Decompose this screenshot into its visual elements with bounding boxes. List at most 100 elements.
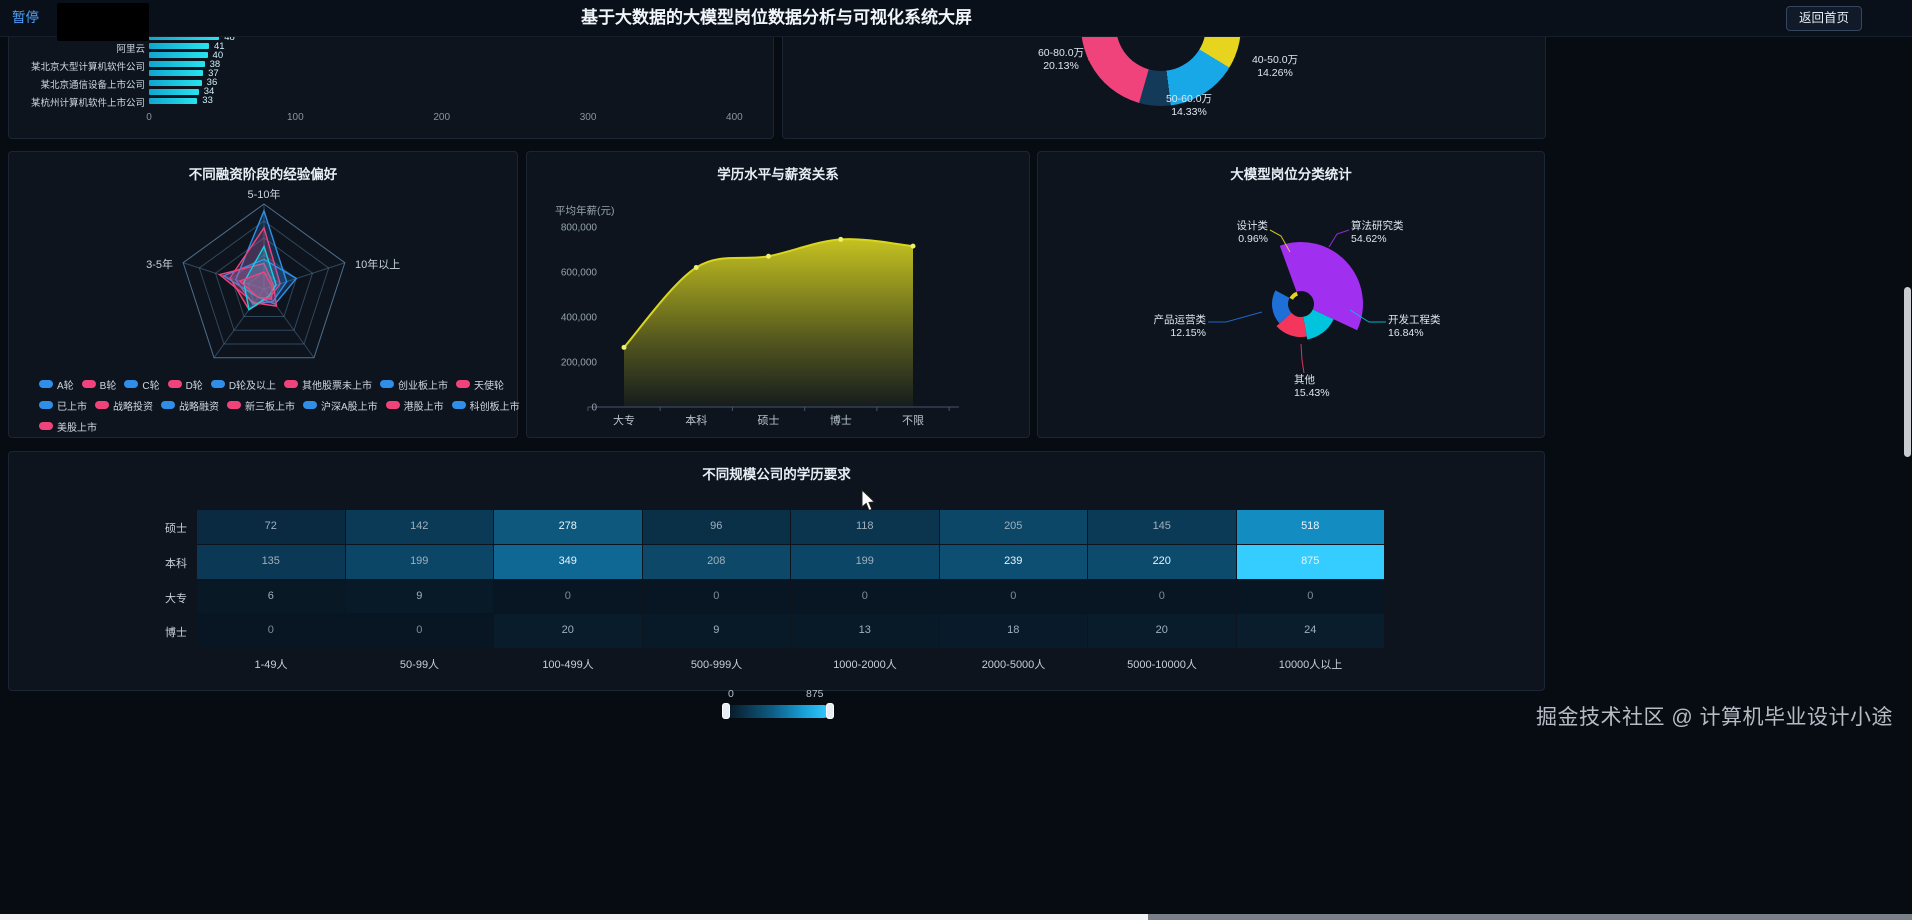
page-title: 基于大数据的大模型岗位数据分析与可视化系统大屏 [581, 8, 972, 27]
data-point [766, 253, 771, 259]
visual-map-slider: 0 875 [718, 688, 848, 730]
radar-series-shape [238, 271, 273, 301]
header-bar: 基于大数据的大模型岗位数据分析与可视化系统大屏 暂停 返回首页 [0, 0, 1912, 37]
heatmap-cell: 118 [791, 510, 939, 544]
legend-marker-icon [161, 401, 175, 409]
x-axis-category-label: 不限 [902, 414, 924, 427]
legend-item-label: B轮 [99, 380, 117, 392]
legend-marker-icon [284, 380, 299, 388]
row-label: 本科 [165, 557, 187, 570]
legend-item-label: D轮 [185, 380, 203, 392]
financing-radar-panel: 不同融资阶段的经验偏好 5-10年 10年以上 3-5年 A轮 B轮 C轮 D轮 D轮及以上 其… [8, 151, 520, 438]
radar-axis-line [263, 262, 345, 290]
legend-item[interactable]: 已上市 [39, 399, 87, 413]
visual-map-handle-right[interactable] [826, 703, 834, 719]
label-line [1300, 343, 1305, 374]
rose-slice [1289, 291, 1298, 300]
x-axis-tick-label: 400 [726, 112, 743, 123]
panel-title: 不同规模公司的学历要求 [702, 467, 851, 482]
radar-grid-ring [214, 237, 314, 331]
row-label: 大专 [165, 592, 187, 605]
radar-axis-line [213, 288, 265, 359]
legend-item-label: 科创板上市 [469, 401, 520, 413]
heatmap-cell: 0 [345, 614, 493, 648]
row-label: 博士 [165, 627, 187, 640]
legend-item[interactable]: 其他股票未上市 [284, 378, 372, 392]
legend-item-label: 战略投资 [113, 401, 153, 413]
mouse-cursor [861, 489, 876, 512]
heatmap-cell: 6 [197, 579, 345, 614]
salary-education-line-chart: 0 200,000 400,000 600,000 800,000 大专 本科 硕士 博士 不限 平… [555, 204, 959, 427]
pie-slice-label: 其他 15.43% [1294, 374, 1330, 399]
y-axis-tick-label: 200,000 [561, 358, 598, 369]
y-axis-name: 平均年薪(元) [555, 204, 615, 217]
heatmap-cell: 18 [939, 614, 1087, 648]
legend-item-label: A轮 [57, 380, 74, 392]
legend-item[interactable]: 战略投资 [95, 399, 153, 413]
vertical-scrollbar-thumb[interactable] [1904, 287, 1911, 457]
label-line [1208, 311, 1263, 323]
legend-item[interactable]: C轮 [124, 378, 160, 392]
donut-label-lines [1087, 48, 1234, 93]
visual-map-min-label: 0 [728, 688, 734, 700]
legend-item[interactable]: 美股上市 [39, 420, 97, 434]
label-line [1170, 76, 1182, 93]
legend-marker-icon [303, 401, 317, 409]
legend-item[interactable]: A轮 [39, 378, 74, 392]
visual-map-handle-left[interactable] [722, 703, 730, 719]
job-category-rose-chart [1208, 229, 1386, 374]
legend-marker-icon [380, 380, 395, 388]
column-label: 500-999人 [690, 659, 743, 671]
area-fill [624, 239, 913, 407]
label-line [1349, 309, 1386, 323]
education-salary-line-panel: 学历水平与薪资关系 0 200,000 400,000 600,000 800,000 大… [526, 151, 1030, 438]
legend-marker-icon [39, 380, 53, 388]
legend-item-label: 美股上市 [57, 422, 97, 434]
horizontal-scrollbar-track[interactable] [0, 914, 1912, 920]
legend-item[interactable]: 天使轮 [456, 378, 504, 392]
bar-value-label: 48 [224, 31, 235, 43]
heatmap-cell: 0 [791, 579, 939, 614]
legend-item[interactable]: 港股上市 [385, 399, 444, 413]
radar-axis-label: 5-10年 [247, 187, 280, 201]
visual-map-max-label: 875 [806, 688, 824, 700]
bar [149, 34, 220, 40]
heatmap-cell: 278 [494, 510, 642, 544]
pause-link[interactable]: 暂停 [12, 10, 39, 25]
heatmap-cell: 135 [197, 544, 345, 579]
legend-item[interactable]: 科创板上市 [451, 399, 520, 413]
x-axis-category-label: 大专 [613, 413, 635, 427]
heatmap-cell: 0 [1236, 579, 1384, 614]
legend-item-label: 新三板上市 [245, 401, 295, 413]
visual-map-gradient-bar[interactable] [726, 705, 830, 718]
legend-item[interactable]: D轮及以上 [210, 378, 276, 392]
radar-axis-label: 3-5年 [146, 257, 173, 271]
bar-value-label: 37 [208, 67, 219, 79]
radar-grid-ring [182, 203, 346, 359]
radar-grid-ring [198, 220, 330, 345]
legend-item[interactable]: 创业板上市 [380, 378, 448, 392]
legend-marker-icon [385, 401, 400, 409]
bar-category-label: 某北京通信设备上市公司 [40, 80, 145, 91]
watermark: 掘金技术社区 @ 计算机毕业设计小途 [1536, 706, 1893, 729]
legend-marker-icon [210, 380, 225, 388]
legend-item[interactable]: B轮 [81, 378, 117, 392]
heatmap-cell: 0 [642, 579, 790, 614]
legend-marker-icon [227, 401, 241, 409]
data-point [693, 265, 699, 270]
panel-title: 大模型岗位分类统计 [1230, 167, 1352, 182]
column-label: 1000-2000人 [833, 659, 897, 671]
heatmap-cell: 24 [1236, 614, 1384, 648]
back-home-button[interactable]: 返回首页 [1785, 6, 1862, 31]
heatmap-cell: 72 [197, 510, 345, 544]
pie-slice-label: 产品运营类 12.15% [1153, 314, 1207, 339]
column-label: 50-99人 [399, 659, 440, 671]
horizontal-scrollbar-thumb[interactable] [0, 914, 1148, 920]
pie-slice-label: 设计类 0.96% [1236, 220, 1269, 245]
legend-item[interactable]: D轮 [167, 378, 203, 392]
legend-item[interactable]: 沪深A股上市 [303, 399, 378, 413]
x-axis-tick-label: 200 [433, 112, 451, 123]
legend-item-label: 战略融资 [179, 401, 219, 413]
legend-item[interactable]: 战略融资 [161, 399, 219, 413]
legend-item[interactable]: 新三板上市 [227, 399, 295, 413]
